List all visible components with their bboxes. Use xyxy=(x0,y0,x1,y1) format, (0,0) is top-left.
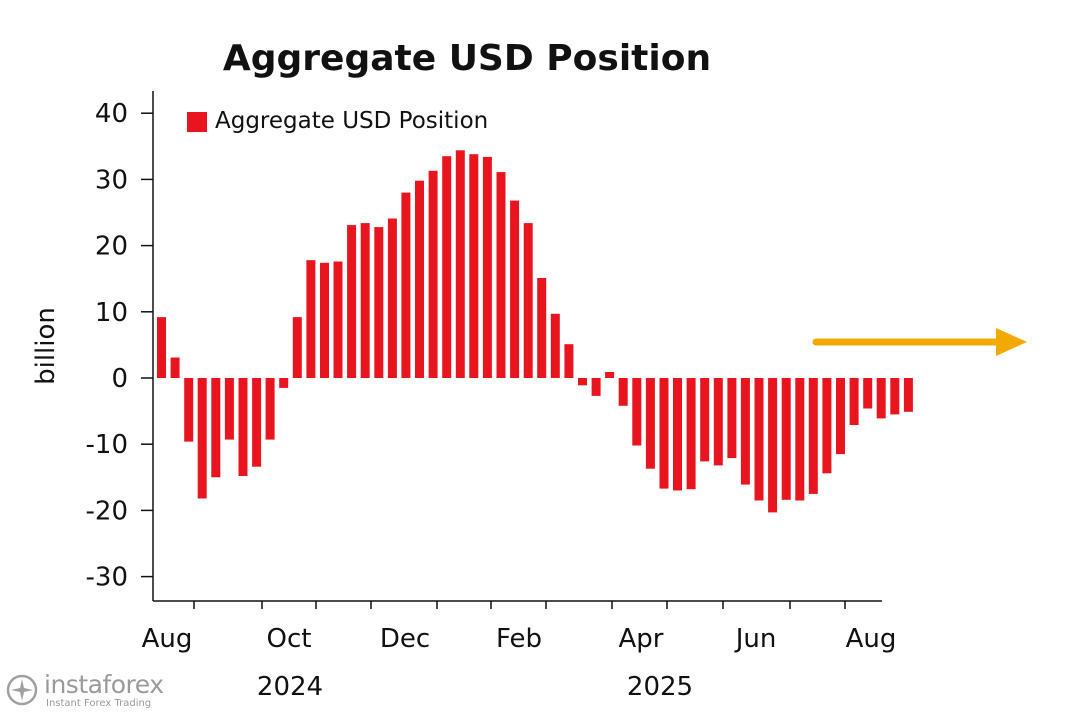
bar xyxy=(184,378,194,442)
bar xyxy=(482,156,492,378)
legend: Aggregate USD Position xyxy=(187,108,488,134)
bar xyxy=(360,223,370,378)
bar xyxy=(876,378,886,419)
bar xyxy=(849,378,859,425)
bar xyxy=(727,378,737,459)
bar xyxy=(197,378,207,499)
bar xyxy=(836,378,845,455)
y-tick-label: -10 xyxy=(86,430,128,460)
bar xyxy=(903,378,913,412)
bar xyxy=(496,172,506,378)
bar xyxy=(170,357,180,378)
bar xyxy=(224,378,234,440)
bar xyxy=(808,378,818,494)
bar xyxy=(510,200,520,378)
bar xyxy=(537,278,547,378)
year-label-2024: 2024 xyxy=(257,672,323,702)
watermark-tagline: Instant Forex Trading xyxy=(46,698,152,709)
bar xyxy=(822,378,832,474)
bar xyxy=(455,150,465,378)
month-label-feb: Feb xyxy=(496,624,542,654)
y-tick-label: -20 xyxy=(86,496,128,526)
bar xyxy=(374,227,384,378)
bar xyxy=(890,378,900,415)
bar xyxy=(768,378,778,513)
legend-label: Aggregate USD Position xyxy=(215,108,488,134)
month-labels: Aug Oct Dec Feb Apr Jun Aug xyxy=(142,624,897,654)
bar xyxy=(347,225,357,378)
bar xyxy=(469,154,479,378)
month-label-aug-2024: Aug xyxy=(142,624,193,654)
watermark-brand: instaforex xyxy=(44,670,164,699)
bar xyxy=(781,378,791,500)
bar xyxy=(754,378,764,501)
month-label-oct: Oct xyxy=(267,624,312,654)
bar xyxy=(306,260,316,378)
bar xyxy=(252,378,262,467)
bars xyxy=(157,150,913,513)
bar xyxy=(795,378,805,501)
bar xyxy=(578,378,587,386)
bar xyxy=(401,192,411,378)
bar xyxy=(333,261,343,378)
year-label-2025: 2025 xyxy=(627,672,693,702)
chart-title: Aggregate USD Position xyxy=(223,38,711,79)
bar xyxy=(442,156,452,378)
bar xyxy=(238,378,248,476)
trend-arrow xyxy=(812,328,1027,356)
bar xyxy=(265,378,275,440)
bar xyxy=(645,378,655,469)
bar xyxy=(415,180,424,378)
bar xyxy=(686,378,696,490)
y-tick-label: 20 xyxy=(95,232,128,262)
y-tick-label: 10 xyxy=(95,298,128,328)
bar xyxy=(279,378,289,388)
month-label-jun: Jun xyxy=(734,624,777,654)
x-ticks xyxy=(193,601,846,609)
bar xyxy=(523,223,533,378)
bar xyxy=(713,378,723,466)
bar xyxy=(157,317,166,378)
bar xyxy=(550,313,560,378)
legend-swatch xyxy=(187,112,207,132)
bar xyxy=(564,344,574,378)
y-tick-label: 40 xyxy=(95,99,128,129)
y-tick-label: 30 xyxy=(95,165,128,195)
bar xyxy=(740,378,750,485)
bar xyxy=(428,170,438,378)
bar xyxy=(211,378,221,478)
bar xyxy=(700,378,710,462)
bar xyxy=(673,378,682,491)
watermark: instaforex Instant Forex Trading xyxy=(0,668,195,713)
bar xyxy=(605,372,615,378)
bar xyxy=(632,378,642,446)
month-label-aug-2025: Aug xyxy=(846,624,897,654)
bar xyxy=(618,378,628,406)
year-labels: 2024 2025 xyxy=(257,672,693,702)
month-label-dec: Dec xyxy=(380,624,430,654)
y-tick-label: 0 xyxy=(111,364,128,394)
bar xyxy=(863,378,873,409)
y-ticks: 40 30 20 10 0 -10 -20 -30 xyxy=(86,99,153,593)
month-label-apr: Apr xyxy=(619,624,664,654)
bar xyxy=(591,378,601,396)
bar xyxy=(659,378,669,489)
instaforex-logo-icon xyxy=(6,674,38,706)
y-tick-label: -30 xyxy=(86,563,128,593)
bar xyxy=(387,218,397,378)
bar xyxy=(292,317,302,378)
bar xyxy=(320,262,329,378)
y-axis-label: billion xyxy=(31,307,61,385)
